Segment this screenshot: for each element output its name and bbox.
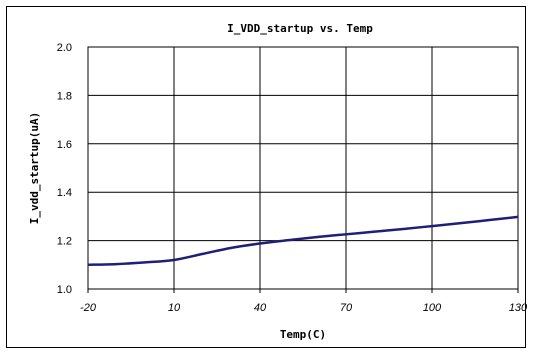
x-tick-label: 40 <box>254 302 267 314</box>
y-tick-label: 1.2 <box>57 236 72 248</box>
series-group <box>87 215 519 267</box>
x-tick-label: -20 <box>80 302 97 314</box>
y-tick-label: 1.6 <box>57 139 72 151</box>
grid <box>87 46 519 293</box>
x-tick-label: 100 <box>423 302 442 314</box>
chart-title: I_VDD_startup vs. Temp <box>227 22 373 35</box>
x-tick-label: 10 <box>168 302 181 314</box>
x-ticks: -20 10 40 70 100 130 <box>80 302 528 314</box>
y-tick-label: 1.8 <box>57 90 72 102</box>
x-tick-label: 130 <box>509 302 528 314</box>
y-ticks: 1.0 1.2 1.4 1.6 1.8 2.0 <box>57 42 72 296</box>
y-tick-label: 1.0 <box>57 284 72 296</box>
y-axis-label: I_vdd_startup(uA) <box>28 112 41 225</box>
chart-frame <box>6 6 526 348</box>
plot-area <box>87 46 519 290</box>
y-tick-label: 1.4 <box>57 187 72 199</box>
series-line <box>87 215 519 267</box>
x-tick-label: 70 <box>340 302 353 314</box>
y-tick-label: 2.0 <box>57 42 72 54</box>
x-axis-label: Temp(C) <box>280 328 326 341</box>
